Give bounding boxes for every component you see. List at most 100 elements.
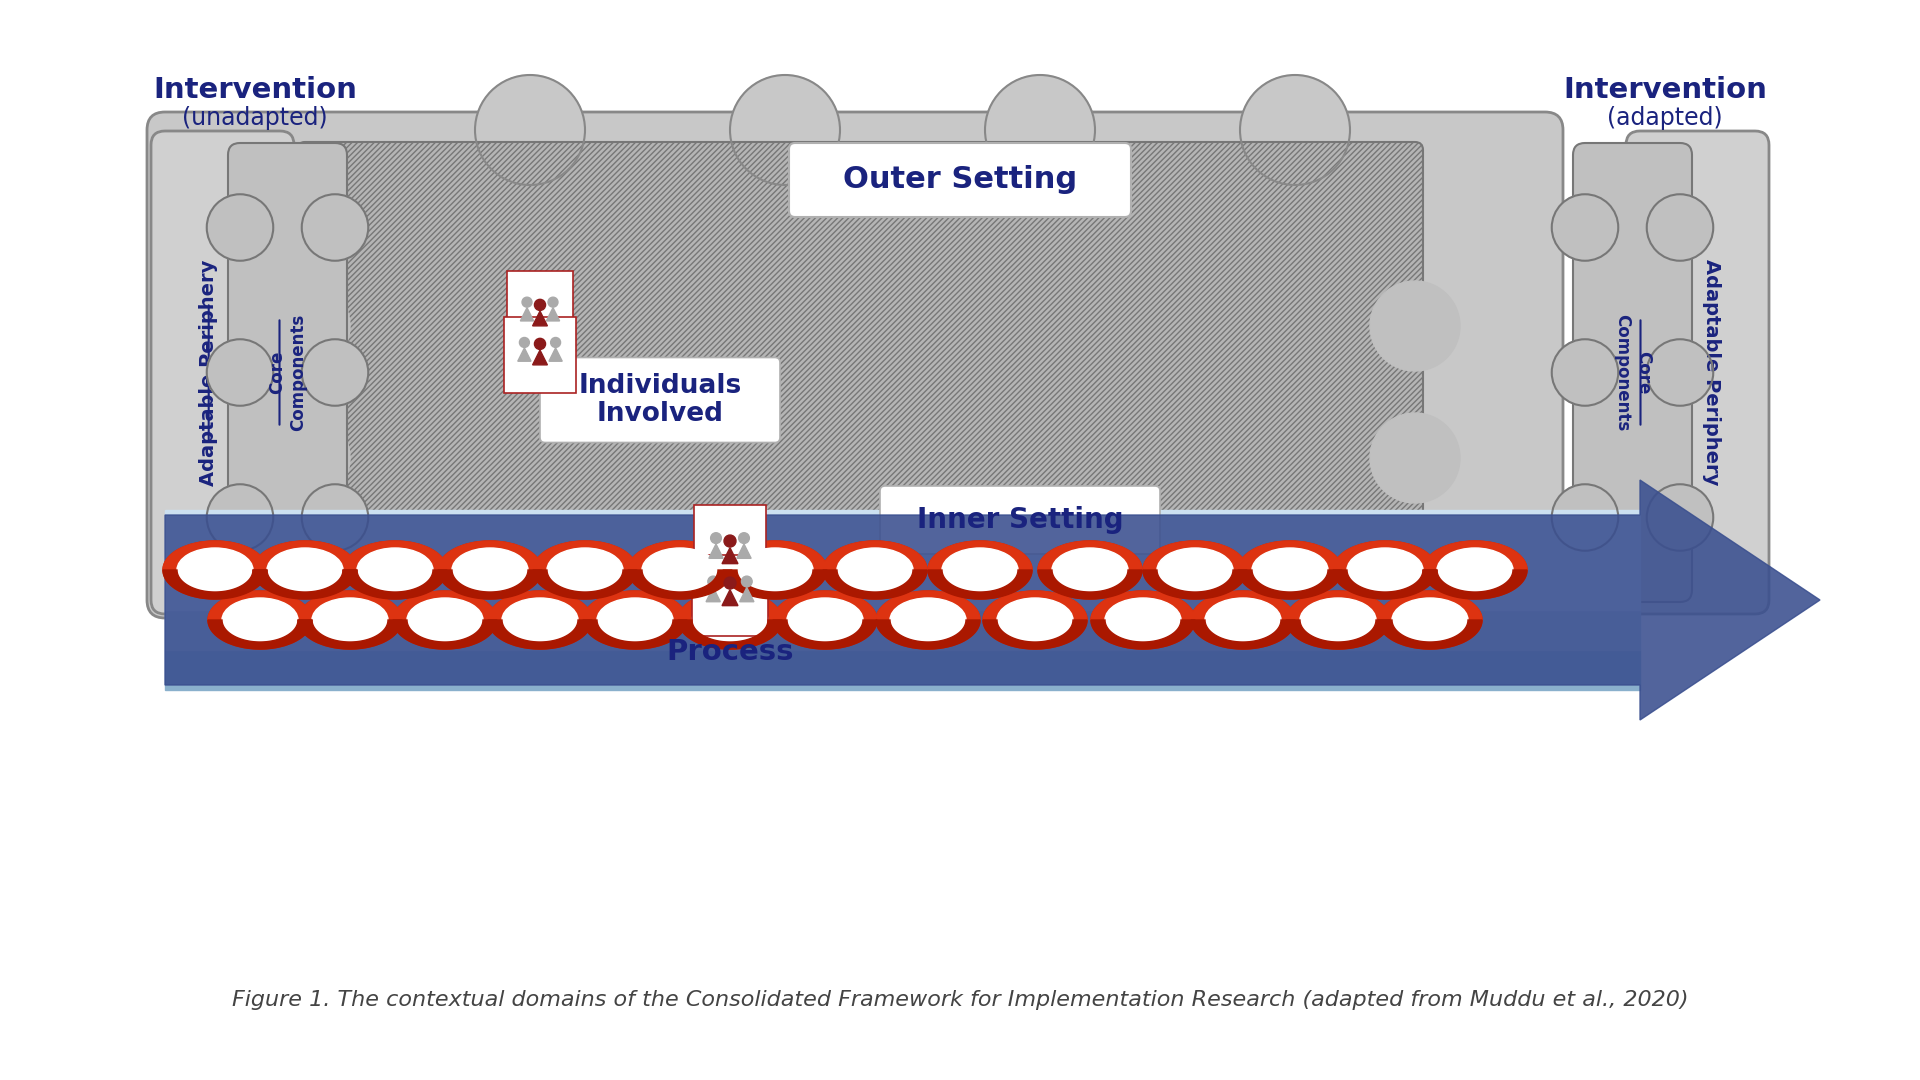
Ellipse shape: [1052, 548, 1129, 592]
Ellipse shape: [1106, 598, 1181, 642]
Ellipse shape: [547, 548, 622, 592]
Ellipse shape: [501, 598, 578, 642]
Circle shape: [1551, 194, 1619, 260]
FancyBboxPatch shape: [691, 554, 768, 635]
Circle shape: [1647, 194, 1713, 260]
Polygon shape: [1332, 541, 1436, 570]
Polygon shape: [737, 544, 751, 558]
Ellipse shape: [1252, 548, 1329, 592]
Polygon shape: [678, 591, 781, 620]
FancyBboxPatch shape: [148, 112, 1563, 618]
Ellipse shape: [927, 541, 1033, 599]
Ellipse shape: [207, 591, 311, 649]
Ellipse shape: [678, 591, 781, 649]
Text: (adapted): (adapted): [1607, 106, 1722, 130]
Polygon shape: [1091, 620, 1194, 649]
Polygon shape: [774, 620, 877, 649]
Circle shape: [710, 532, 722, 543]
Polygon shape: [584, 591, 687, 620]
Ellipse shape: [1392, 598, 1469, 642]
Ellipse shape: [1206, 598, 1281, 642]
Ellipse shape: [891, 598, 966, 642]
Ellipse shape: [628, 541, 732, 599]
Ellipse shape: [357, 548, 434, 592]
Text: Intervention: Intervention: [154, 76, 357, 104]
Circle shape: [708, 576, 718, 586]
Ellipse shape: [1091, 591, 1194, 649]
Polygon shape: [1332, 570, 1436, 599]
Circle shape: [534, 299, 545, 310]
Circle shape: [1240, 75, 1350, 185]
Polygon shape: [207, 620, 311, 649]
Polygon shape: [253, 570, 357, 599]
Polygon shape: [983, 620, 1087, 649]
Ellipse shape: [298, 591, 401, 649]
Polygon shape: [927, 541, 1033, 570]
Circle shape: [741, 576, 753, 586]
Text: Intervention: Intervention: [1563, 76, 1766, 104]
Text: Process: Process: [666, 638, 793, 666]
Ellipse shape: [1392, 598, 1469, 642]
Ellipse shape: [724, 541, 828, 599]
Ellipse shape: [691, 598, 768, 642]
Ellipse shape: [837, 548, 914, 592]
Ellipse shape: [943, 548, 1018, 592]
Circle shape: [259, 413, 349, 503]
Ellipse shape: [891, 598, 966, 642]
Ellipse shape: [1052, 548, 1129, 592]
Text: Adaptable Periphery: Adaptable Periphery: [200, 259, 219, 486]
FancyBboxPatch shape: [1572, 143, 1692, 602]
Polygon shape: [724, 541, 828, 570]
Circle shape: [985, 75, 1094, 185]
Ellipse shape: [267, 548, 344, 592]
Polygon shape: [1379, 591, 1482, 620]
Circle shape: [724, 535, 735, 546]
Ellipse shape: [584, 591, 687, 649]
Polygon shape: [518, 348, 532, 361]
FancyBboxPatch shape: [228, 143, 348, 602]
Ellipse shape: [824, 541, 927, 599]
Ellipse shape: [774, 591, 877, 649]
Polygon shape: [394, 591, 497, 620]
Ellipse shape: [1206, 598, 1281, 642]
Text: Outer Setting: Outer Setting: [843, 165, 1077, 194]
Polygon shape: [876, 620, 979, 649]
Ellipse shape: [223, 598, 298, 642]
Circle shape: [534, 338, 545, 350]
Ellipse shape: [407, 598, 484, 642]
Polygon shape: [547, 308, 559, 321]
Ellipse shape: [876, 591, 979, 649]
Polygon shape: [983, 591, 1087, 620]
Ellipse shape: [1436, 548, 1513, 592]
Ellipse shape: [267, 548, 344, 592]
Ellipse shape: [1142, 541, 1246, 599]
Polygon shape: [1238, 541, 1342, 570]
Polygon shape: [532, 350, 547, 365]
Text: Adaptable Periphery: Adaptable Periphery: [1701, 259, 1720, 486]
Polygon shape: [1238, 570, 1342, 599]
Polygon shape: [488, 591, 591, 620]
Polygon shape: [549, 348, 563, 361]
Ellipse shape: [357, 548, 434, 592]
Polygon shape: [165, 650, 1640, 690]
Circle shape: [1240, 545, 1350, 654]
Ellipse shape: [394, 591, 497, 649]
Polygon shape: [724, 570, 828, 599]
Ellipse shape: [177, 548, 253, 592]
Ellipse shape: [1300, 598, 1377, 642]
Polygon shape: [678, 620, 781, 649]
Ellipse shape: [1332, 541, 1436, 599]
Polygon shape: [824, 570, 927, 599]
FancyBboxPatch shape: [789, 143, 1131, 217]
Ellipse shape: [787, 598, 862, 642]
Ellipse shape: [1436, 548, 1513, 592]
Circle shape: [1551, 484, 1619, 551]
Polygon shape: [1039, 570, 1142, 599]
Circle shape: [301, 339, 369, 406]
Ellipse shape: [223, 598, 298, 642]
Text: Involved: Involved: [597, 401, 724, 427]
FancyBboxPatch shape: [298, 141, 1423, 598]
Polygon shape: [876, 591, 979, 620]
Polygon shape: [1190, 620, 1294, 649]
Circle shape: [551, 337, 561, 348]
